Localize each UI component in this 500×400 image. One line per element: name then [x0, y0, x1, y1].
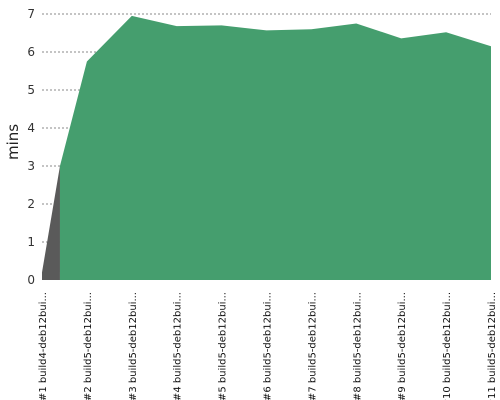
area-segment-build4 — [42, 166, 60, 280]
x-tick-label: #11 build5-deb12bui... — [487, 292, 498, 400]
x-tick-label: #2 build5-deb12bui... — [83, 292, 94, 400]
x-tick-label: #8 build5-deb12bui... — [352, 292, 363, 400]
x-tick-label: #1 build4-deb12bui... — [38, 292, 49, 400]
plot-area — [42, 15, 492, 281]
y-tick-label: 2 — [27, 197, 35, 211]
y-tick-label: 4 — [27, 121, 35, 135]
x-tick-label: #9 build5-deb12bui... — [397, 292, 408, 400]
y-axis-title: mins — [4, 124, 22, 160]
x-tick-label: #4 build5-deb12bui... — [173, 292, 184, 400]
x-tick-label: #7 build5-deb12bui... — [307, 292, 318, 400]
x-tick-label: #3 build5-deb12bui... — [128, 292, 139, 400]
y-tick-label: 3 — [27, 159, 35, 173]
y-tick-label: 0 — [27, 273, 35, 287]
y-tick-label: 5 — [27, 83, 35, 97]
x-tick-label: #5 build5-deb12bui... — [218, 292, 229, 400]
y-tick-label: 7 — [27, 7, 35, 21]
y-tick-label: 6 — [27, 45, 35, 59]
x-tick-label: #6 build5-deb12bui... — [263, 292, 274, 400]
x-axis: #1 build4-deb12bui... #2 build5-deb12bui.… — [38, 292, 498, 400]
x-tick-label: #10 build5-deb12bui... — [442, 292, 453, 400]
y-axis: 0 1 2 3 4 5 6 7 — [27, 7, 35, 287]
y-tick-label: 1 — [27, 235, 35, 249]
area-segment-build5 — [59, 15, 492, 281]
